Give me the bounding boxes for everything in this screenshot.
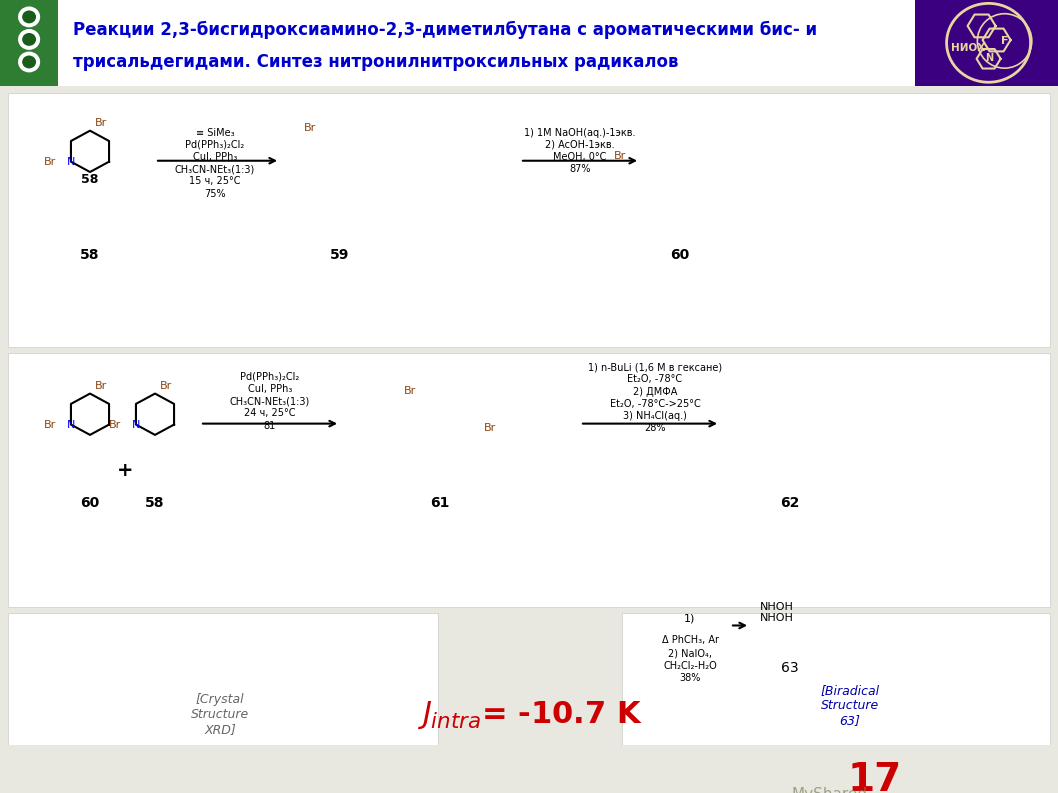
Text: CH₂Cl₂-H₂O: CH₂Cl₂-H₂O	[663, 661, 717, 671]
Text: Br: Br	[404, 385, 416, 396]
Text: Br: Br	[109, 419, 121, 430]
Circle shape	[19, 30, 39, 49]
Text: Pd(PPh₃)₂Cl₂: Pd(PPh₃)₂Cl₂	[185, 140, 244, 150]
Text: 17: 17	[847, 761, 902, 793]
Text: 1): 1)	[685, 614, 696, 624]
Circle shape	[21, 10, 37, 25]
Text: Br: Br	[43, 157, 56, 167]
Text: 2) ДМФА: 2) ДМФА	[633, 387, 677, 396]
Text: 38%: 38%	[679, 673, 700, 683]
Text: Pd(PPh₃)₂Cl₂: Pd(PPh₃)₂Cl₂	[240, 372, 299, 381]
Text: 58: 58	[80, 247, 99, 262]
Text: Br: Br	[304, 123, 316, 133]
Text: Br: Br	[160, 381, 172, 391]
Text: [Biradical
Structure
63]: [Biradical Structure 63]	[820, 684, 879, 727]
Text: 62: 62	[781, 496, 800, 511]
Text: Et₂O, -78°C->25°C: Et₂O, -78°C->25°C	[609, 399, 700, 409]
Text: 2) AcOH-1экв.: 2) AcOH-1экв.	[545, 140, 615, 150]
Text: MeOH, 0°C: MeOH, 0°C	[553, 152, 606, 162]
FancyBboxPatch shape	[0, 0, 1058, 86]
Text: NHOH: NHOH	[760, 613, 794, 623]
FancyBboxPatch shape	[915, 0, 1058, 86]
Text: +: +	[116, 461, 133, 480]
Text: Br: Br	[95, 118, 107, 128]
Text: CH₃CN-NEt₃(1:3): CH₃CN-NEt₃(1:3)	[175, 164, 255, 174]
Text: N: N	[985, 53, 993, 63]
FancyBboxPatch shape	[622, 613, 1050, 793]
Text: 15 ч, 25°C: 15 ч, 25°C	[189, 176, 241, 186]
Text: CH₃CN-NEt₃(1:3): CH₃CN-NEt₃(1:3)	[230, 396, 310, 406]
Text: 61: 61	[431, 496, 450, 511]
FancyBboxPatch shape	[0, 0, 58, 86]
Text: $J_{intra}$= -10.7 K: $J_{intra}$= -10.7 K	[417, 699, 643, 730]
Text: Br: Br	[43, 419, 56, 430]
Text: NHOH: NHOH	[760, 602, 794, 611]
Text: N: N	[132, 419, 140, 430]
Text: CuI, PPh₃: CuI, PPh₃	[193, 152, 237, 162]
Text: N: N	[67, 157, 75, 167]
Text: трисальдегидами. Синтез нитронилнитроксильных радикалов: трисальдегидами. Синтез нитронилнитрокси…	[73, 52, 678, 71]
Circle shape	[21, 55, 37, 70]
FancyBboxPatch shape	[8, 613, 438, 793]
Text: 59: 59	[330, 247, 350, 262]
Text: Br: Br	[95, 381, 107, 391]
Text: Et₂O, -78°C: Et₂O, -78°C	[627, 374, 682, 385]
Text: 63: 63	[781, 661, 799, 675]
Text: Δ PhCH₃, Ar: Δ PhCH₃, Ar	[661, 634, 718, 645]
Text: 28%: 28%	[644, 423, 665, 433]
FancyBboxPatch shape	[8, 353, 1050, 607]
Text: 60: 60	[80, 496, 99, 511]
Text: 24 ч, 25°C: 24 ч, 25°C	[244, 408, 296, 418]
Text: 3) NH₄Cl(aq.): 3) NH₄Cl(aq.)	[623, 411, 687, 421]
Circle shape	[19, 52, 39, 71]
Text: 2) NaIO₄,: 2) NaIO₄,	[668, 649, 712, 659]
Text: 1) n-BuLi (1,6 М в гексане): 1) n-BuLi (1,6 М в гексане)	[588, 362, 722, 372]
Text: Br: Br	[484, 423, 496, 433]
FancyBboxPatch shape	[8, 93, 1050, 347]
Text: НИОХ: НИОХ	[951, 43, 986, 52]
Text: Реакции 2,3-бисгидроксиамино-2,3-диметилбутана с ароматическими бис- и: Реакции 2,3-бисгидроксиамино-2,3-диметил…	[73, 21, 818, 39]
Text: 87%: 87%	[569, 164, 590, 174]
Text: F: F	[1001, 36, 1008, 46]
Text: 58: 58	[145, 496, 165, 511]
Text: ≡ SiMe₃: ≡ SiMe₃	[196, 128, 234, 137]
Text: 81: 81	[263, 420, 276, 431]
Text: 1) 1M NaOH(aq.)-1экв.: 1) 1M NaOH(aq.)-1экв.	[525, 128, 636, 137]
Text: 60: 60	[671, 247, 690, 262]
Circle shape	[19, 7, 39, 26]
Text: MyShared: MyShared	[792, 787, 868, 793]
Text: 58: 58	[81, 173, 98, 186]
Text: CuI, PPh₃: CuI, PPh₃	[248, 384, 292, 394]
Circle shape	[21, 32, 37, 47]
FancyBboxPatch shape	[0, 86, 1058, 745]
Text: N: N	[67, 419, 75, 430]
Text: 75%: 75%	[204, 189, 225, 198]
Text: Br: Br	[614, 151, 626, 161]
Text: [Crystal
Structure
XRD]: [Crystal Structure XRD]	[190, 693, 249, 736]
